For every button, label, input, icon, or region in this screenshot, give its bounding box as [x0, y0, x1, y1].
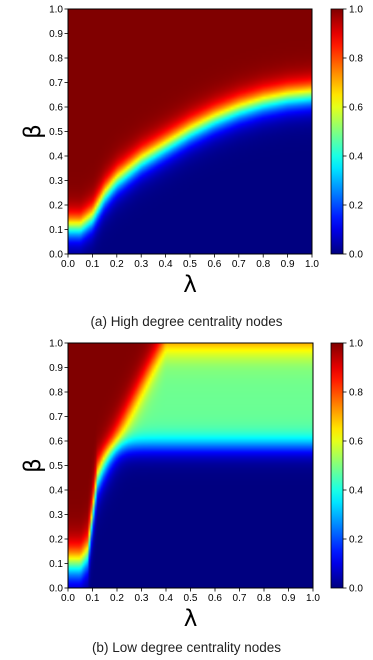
x-tick-label: 0.1 — [85, 259, 99, 270]
colorbar — [330, 8, 344, 255]
y-axis-label: β — [20, 458, 46, 473]
x-tick-label: 1.0 — [305, 259, 319, 270]
colorbar-tick-label: 1.0 — [349, 339, 363, 350]
y-tick-label: 0.2 — [49, 535, 63, 546]
y-tick-label: 0.0 — [49, 250, 63, 261]
y-tick-label: 0.1 — [49, 225, 63, 236]
x-tick-label: 0.6 — [207, 259, 221, 270]
y-tick-label: 1.0 — [49, 339, 63, 350]
y-tick-label: 1.0 — [49, 5, 63, 16]
heatmap-image — [68, 343, 313, 588]
y-tick-label: 0.6 — [49, 437, 63, 448]
y-tick-label: 0.5 — [49, 461, 63, 472]
y-tick-label: 0.5 — [49, 127, 63, 138]
x-tick-label: 0.9 — [281, 259, 295, 270]
colorbar-tick-label: 0.8 — [349, 388, 363, 399]
y-tick-label: 0.4 — [49, 152, 63, 163]
colorbar-tick-label: 0.6 — [349, 437, 363, 448]
x-tick-label: 0.3 — [135, 593, 149, 604]
colorbar-tick-label: 0.4 — [349, 152, 363, 163]
heatmap-b: 0.0 0.1 0.2 0.3 0.4 0.5 0.6 0.7 0.8 0.9 1.0 0.0 0.1 0… — [20, 339, 363, 633]
x-tick-label: 0.6 — [208, 593, 222, 604]
x-tick-label: 0.9 — [282, 593, 296, 604]
colorbar-tick-label: 0.6 — [349, 103, 363, 114]
colorbar-tick-label: 0.0 — [349, 584, 363, 595]
colorbar — [330, 342, 344, 589]
y-tick-label: 0.3 — [49, 176, 63, 187]
x-axis-label: λ — [184, 606, 198, 632]
x-axis-label: λ — [183, 272, 197, 298]
x-tick-label: 0.5 — [183, 259, 197, 270]
x-tick-label: 0.7 — [233, 593, 247, 604]
x-tick-label: 0.8 — [256, 259, 270, 270]
x-tick-label: 0.4 — [159, 593, 173, 604]
y-tick-label: 0.9 — [49, 363, 63, 374]
x-tick-label: 0.2 — [110, 259, 124, 270]
y-tick-label: 0.4 — [49, 486, 63, 497]
y-tick-label: 0.9 — [49, 29, 63, 40]
y-tick-label: 0.1 — [49, 559, 63, 570]
x-tick-label: 0.4 — [159, 259, 173, 270]
heatmap-a: 0.0 0.1 0.2 0.3 0.4 0.5 0.6 0.7 0.8 0.9 1.0 0.0 0.1 0… — [20, 5, 363, 299]
x-tick-label: 0.7 — [232, 259, 246, 270]
y-tick-label: 0.0 — [49, 584, 63, 595]
x-tick-label: 0.3 — [134, 259, 148, 270]
x-tick-label: 0.8 — [257, 593, 271, 604]
caption-a: (a) High degree centrality nodes — [90, 314, 283, 329]
colorbar-tick-label: 0.4 — [349, 486, 363, 497]
caption-b: (b) Low degree centrality nodes — [91, 640, 282, 655]
x-tick-label: 0.2 — [110, 593, 124, 604]
y-tick-label: 0.6 — [49, 103, 63, 114]
y-tick-label: 0.8 — [49, 388, 63, 399]
y-tick-label: 0.7 — [49, 78, 63, 89]
colorbar-tick-label: 0.8 — [349, 54, 363, 65]
y-axis-label: β — [20, 124, 46, 139]
x-tick-label: 0.0 — [61, 259, 75, 270]
colorbar-tick-label: 1.0 — [349, 5, 363, 16]
colorbar-tick-label: 0.2 — [349, 535, 363, 546]
y-tick-label: 0.3 — [49, 510, 63, 521]
x-tick-label: 0.5 — [184, 593, 198, 604]
heatmap-image — [68, 9, 312, 254]
x-tick-label: 0.1 — [86, 593, 100, 604]
colorbar-tick-label: 0.0 — [349, 250, 363, 261]
x-tick-label: 0.0 — [61, 593, 75, 604]
y-tick-label: 0.8 — [49, 54, 63, 65]
y-tick-label: 0.2 — [49, 201, 63, 212]
x-tick-label: 1.0 — [306, 593, 320, 604]
y-tick-label: 0.7 — [49, 412, 63, 423]
colorbar-tick-label: 0.2 — [349, 201, 363, 212]
